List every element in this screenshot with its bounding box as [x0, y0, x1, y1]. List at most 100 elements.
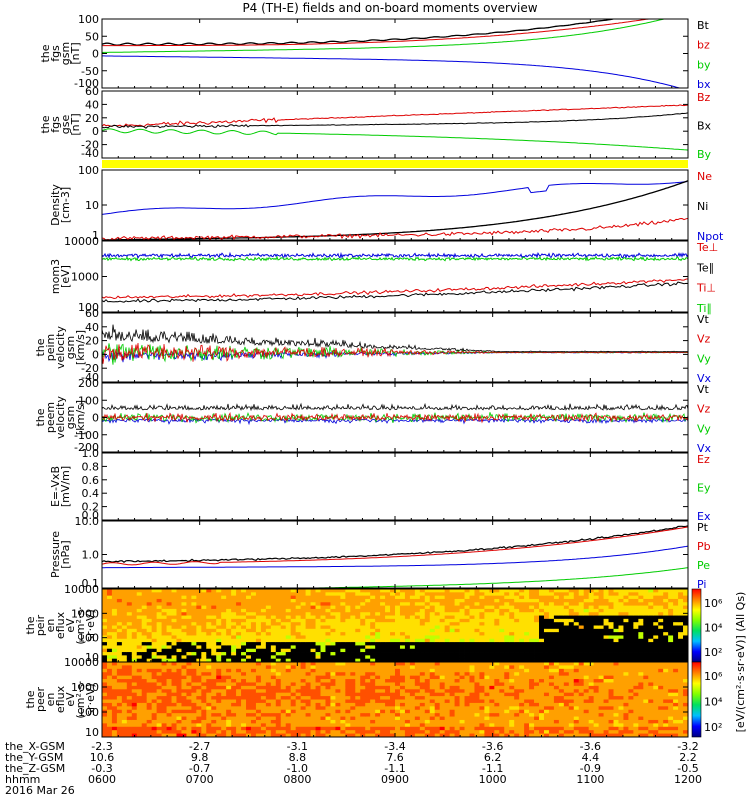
colorbar-1: 10⁶ 10⁴ 10² — [691, 661, 723, 738]
y-axis-label: (cm²·s· — [74, 606, 87, 644]
ephemeris-row-label: hhmm — [5, 773, 40, 786]
ephemeris-value: 1000 — [479, 773, 507, 786]
legend-ey: Ey — [697, 482, 711, 495]
y-tick-label: -100 — [74, 77, 99, 90]
y-axis-label: sr·eV) — [84, 683, 97, 715]
ephemeris-row-label: the_X-GSM — [5, 740, 65, 753]
panel-efield: 1.00.80.60.40.20.0 E=-VxB[mV/m] Ez Ey Ex — [49, 447, 711, 523]
y-axis-label: en — [44, 619, 57, 633]
ephemeris-row-label: the_Y-GSM — [5, 751, 63, 764]
y-axis-label: velocity — [54, 326, 67, 369]
y-tick-label: 20 — [85, 112, 99, 125]
legend-ti∥: Ti∥ — [696, 302, 712, 315]
y-axis-label: [nT] — [69, 113, 82, 135]
plot-area-density — [102, 180, 688, 240]
series-vz-line — [102, 412, 688, 424]
ephemeris-row-label: the_Z-GSM — [5, 762, 65, 775]
y-axis-label: [km/s] — [74, 330, 87, 365]
legend-vy: Vy — [697, 352, 711, 365]
y-tick-label: 1 — [92, 229, 99, 242]
panel-frame — [101, 18, 689, 89]
y-tick-label: 100 — [78, 301, 99, 314]
plot-area-fgs_gse — [102, 104, 688, 151]
series-bz-line — [102, 19, 653, 47]
colorbar-tick: 10⁶ — [704, 597, 723, 610]
ephemeris-value: 0900 — [381, 773, 409, 786]
colorbar-label: [eV/(cm²·s·sr·eV)] (All Qs) — [734, 592, 747, 733]
series-by-line — [102, 19, 667, 53]
legend-ex: Ex — [697, 510, 711, 523]
y-axis-label: the — [34, 338, 47, 356]
y-tick-label: 10000 — [64, 583, 99, 596]
series-vz-line — [102, 342, 688, 364]
y-axis-label: [nPa] — [59, 540, 72, 568]
y-tick-label: 0.2 — [82, 501, 100, 514]
panel-frame — [101, 169, 689, 241]
legend-vy: Vy — [697, 422, 711, 435]
series-bx-line — [102, 112, 688, 129]
plot-area-peir_spec — [102, 589, 688, 662]
y-axis-label: [cm-3] — [59, 187, 72, 223]
legend-bx: Bx — [697, 120, 712, 133]
y-tick-label: 100 — [78, 632, 99, 645]
y-tick-label: 0.6 — [82, 474, 100, 487]
y-axis-label: peem — [44, 402, 57, 433]
legend-bz: Bz — [697, 91, 711, 104]
plot-area-peim_velocity — [102, 324, 688, 365]
y-tick-label: 0.4 — [82, 487, 100, 500]
ephemeris-value: 7.6 — [386, 751, 404, 764]
y-tick-label: 0 — [92, 412, 99, 425]
panel-frame — [101, 312, 689, 383]
y-tick-label: 60 — [85, 85, 99, 98]
colorbar-tick: 10² — [704, 646, 722, 659]
y-axis-label: gsm — [59, 42, 72, 65]
y-tick-label: 20 — [85, 335, 99, 348]
y-tick-label: -50 — [81, 65, 99, 78]
series-ni-line — [102, 180, 688, 240]
ephemeris-value: -2.3 — [91, 740, 112, 753]
y-tick-label: -40 — [81, 371, 99, 384]
y-tick-label: 1.0 — [82, 447, 100, 460]
y-axis-label: gse — [59, 115, 72, 135]
legend-te∥: Te∥ — [696, 261, 714, 274]
y-axis-label: the — [24, 616, 37, 634]
y-tick-label: 100 — [78, 13, 99, 26]
legend-vt: Vt — [697, 313, 710, 326]
y-axis-label: fgs — [49, 116, 62, 133]
ephemeris-value: 0600 — [88, 773, 116, 786]
colorbar-0: 10⁶ 10⁴ 10² [eV/(cm²·s·sr·eV)] (All Qs) — [691, 588, 747, 733]
y-axis-label: [km/s] — [74, 400, 87, 435]
legend-ne: Ne — [697, 170, 712, 183]
legend-vx: Vx — [697, 372, 712, 385]
legend-npot: Npot — [697, 230, 724, 243]
legend-by: by — [697, 58, 711, 71]
y-axis-label: [nT] — [69, 42, 82, 64]
series-by-line — [102, 128, 688, 151]
y-axis-label: peer — [34, 687, 47, 713]
ephemeris-value: -0.7 — [189, 762, 210, 775]
series-bx-line — [102, 55, 682, 88]
series-npot-line — [102, 181, 688, 215]
series-bz-line — [102, 104, 688, 128]
y-axis-label: gsm — [64, 336, 77, 359]
series-pt-line — [102, 525, 688, 563]
legend-ez: Ez — [697, 453, 710, 466]
legend-pi: Pi — [697, 578, 706, 591]
colorbar-tick: 10⁴ — [704, 622, 723, 635]
ephemeris-value: -1.1 — [482, 762, 503, 775]
y-axis-label: gsm — [64, 406, 77, 429]
y-tick-label: -200 — [74, 441, 99, 454]
figure-title: P4 (TH-E) fields and on-board moments ov… — [242, 1, 537, 15]
colorbar-tick: 10⁶ — [704, 670, 723, 683]
y-tick-label: -100 — [74, 429, 99, 442]
ephemeris-value: -3.6 — [482, 740, 503, 753]
ephemeris-value: -2.7 — [189, 740, 210, 753]
colorbar-strip — [691, 661, 702, 738]
panels: 100500-50-100thefgsgsm[nT]Btbzbybx604020… — [24, 13, 747, 739]
y-tick-label: 60 — [85, 307, 99, 320]
colorbar-tick: 10⁴ — [704, 696, 723, 709]
series-pi-line — [102, 545, 688, 569]
y-tick-label: 1000 — [71, 681, 99, 694]
legend-bx: bx — [697, 78, 711, 91]
